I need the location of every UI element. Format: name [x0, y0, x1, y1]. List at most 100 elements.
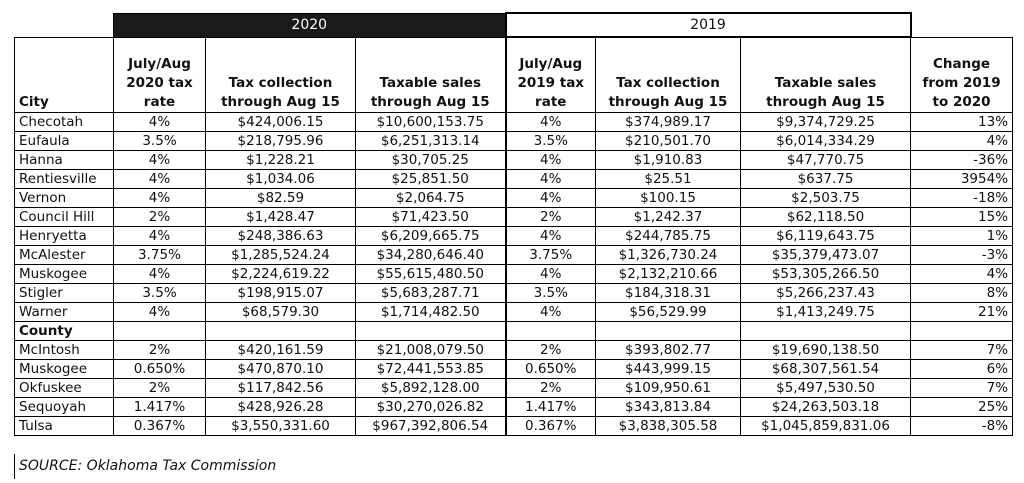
data-row: Vernon 4% $82.59 $2,064.75 4% $100.15 $2,503.7… — [14, 188, 1014, 208]
data-row: Stigler 3.5% $198,915.07 $5,683,287.71 3.5% $… — [14, 283, 1014, 303]
value-cell: 4% — [504, 188, 596, 208]
column-header: Change from 2019 to 2020 — [910, 36, 1014, 113]
value-cell: $6,209,665.75 — [355, 226, 506, 246]
value-cell: 0.367% — [504, 416, 596, 436]
value-cell: $68,579.30 — [205, 302, 356, 322]
value-cell: $428,926.28 — [205, 397, 356, 417]
data-row: McAlester 3.75% $1,285,524.24 $34,280,646.4… — [14, 245, 1014, 265]
value-cell: $3,838,305.58 — [595, 416, 741, 436]
value-cell: $248,386.63 — [205, 226, 356, 246]
value-cell: $2,503.75 — [739, 188, 912, 208]
value-cell: $218,795.96 — [205, 131, 356, 151]
data-row: Hanna 4% $1,228.21 $30,705.25 4% $1,910.83 $47… — [14, 150, 1014, 170]
value-cell: $5,266,237.43 — [739, 283, 912, 303]
value-cell: $420,161.59 — [205, 340, 356, 360]
value-cell: $1,228.21 — [205, 150, 356, 170]
value-cell: 21% — [910, 302, 1014, 322]
value-cell: $6,119,643.75 — [739, 226, 912, 246]
value-cell: 2% — [113, 340, 206, 360]
value-cell: $6,251,313.14 — [355, 131, 506, 151]
value-cell: $2,132,210.66 — [595, 264, 741, 284]
value-cell: $184,318.31 — [595, 283, 741, 303]
year-2020: 2020 — [113, 12, 506, 38]
value-cell: $1,413,249.75 — [739, 302, 912, 322]
value-cell: 2% — [504, 378, 596, 398]
value-cell: $109,950.61 — [595, 378, 741, 398]
value-cell: 4% — [113, 169, 206, 189]
data-row: Checotah 4% $424,006.15 $10,600,153.75 4% $37… — [14, 112, 1014, 132]
data-row: Eufaula 3.5% $218,795.96 $6,251,313.14 3.5% $… — [14, 131, 1014, 151]
value-cell: $2,064.75 — [355, 188, 506, 208]
name-cell: Council Hill — [14, 207, 114, 227]
data-row: Warner 4% $68,579.30 $1,714,482.50 4% $56,529… — [14, 302, 1014, 322]
value-cell: $30,270,026.82 — [355, 397, 506, 417]
value-cell: $198,915.07 — [205, 283, 356, 303]
year-row: 2020 2019 — [14, 12, 1013, 38]
value-cell: $244,785.75 — [595, 226, 741, 246]
empty-cell — [205, 321, 356, 341]
data-row: Muskogee 4% $2,224,619.22 $55,615,480.50 4% $… — [14, 264, 1014, 284]
value-cell: 7% — [910, 340, 1014, 360]
value-cell: $55,615,480.50 — [355, 264, 506, 284]
name-cell: Checotah — [14, 112, 114, 132]
value-cell: 0.367% — [113, 416, 206, 436]
data-row: McIntosh 2% $420,161.59 $21,008,079.50 2% $39… — [14, 340, 1014, 360]
value-cell: $6,014,334.29 — [739, 131, 912, 151]
value-cell: 4% — [504, 302, 596, 322]
name-cell: Rentiesville — [14, 169, 114, 189]
name-cell: McIntosh — [14, 340, 114, 360]
value-cell: $9,374,729.25 — [739, 112, 912, 132]
value-cell: -36% — [910, 150, 1014, 170]
year-2019: 2019 — [504, 12, 912, 38]
value-cell: -18% — [910, 188, 1014, 208]
value-cell: 2% — [113, 378, 206, 398]
value-cell: $10,600,153.75 — [355, 112, 506, 132]
column-header: City — [14, 36, 114, 113]
value-cell: 4% — [504, 150, 596, 170]
name-cell: Okfuskee — [14, 378, 114, 398]
name-cell: Vernon — [14, 188, 114, 208]
value-cell: $68,307,561.54 — [739, 359, 912, 379]
value-cell: $374,989.17 — [595, 112, 741, 132]
section-row: County — [14, 321, 1014, 341]
value-cell: $100.15 — [595, 188, 741, 208]
value-cell: $35,379,473.07 — [739, 245, 912, 265]
value-cell: 2% — [113, 207, 206, 227]
data-row: Muskogee 0.650% $470,870.10 $72,441,553.85 0… — [14, 359, 1014, 379]
value-cell: $117,842.56 — [205, 378, 356, 398]
value-cell: $82.59 — [205, 188, 356, 208]
value-cell: 2% — [504, 207, 596, 227]
value-cell: 8% — [910, 283, 1014, 303]
value-cell: 4% — [113, 112, 206, 132]
value-cell: $24,263,503.18 — [739, 397, 912, 417]
name-cell: Stigler — [14, 283, 114, 303]
empty-cell — [910, 321, 1014, 341]
value-cell: 13% — [910, 112, 1014, 132]
value-cell: 4% — [504, 112, 596, 132]
value-cell: $3,550,331.60 — [205, 416, 356, 436]
source-note: SOURCE: Oklahoma Tax Commission — [14, 454, 276, 479]
value-cell: $393,802.77 — [595, 340, 741, 360]
value-cell: 7% — [910, 378, 1014, 398]
column-header: Taxable sales through Aug 15 — [739, 36, 912, 113]
value-cell: 0.650% — [113, 359, 206, 379]
value-cell: 4% — [113, 302, 206, 322]
column-header: Tax collection through Aug 15 — [205, 36, 356, 113]
data-row: Sequoyah 1.417% $428,926.28 $30,270,026.82 1… — [14, 397, 1014, 417]
value-cell: 4% — [504, 264, 596, 284]
value-cell: $1,285,524.24 — [205, 245, 356, 265]
value-cell: $21,008,079.50 — [355, 340, 506, 360]
value-cell: $424,006.15 — [205, 112, 356, 132]
value-cell: 4% — [504, 226, 596, 246]
value-cell: $34,280,646.40 — [355, 245, 506, 265]
value-cell: $30,705.25 — [355, 150, 506, 170]
column-header: Taxable sales through Aug 15 — [355, 36, 506, 113]
value-cell: $2,224,619.22 — [205, 264, 356, 284]
value-cell: 1.417% — [504, 397, 596, 417]
value-cell: $1,910.83 — [595, 150, 741, 170]
value-cell: $637.75 — [739, 169, 912, 189]
value-cell: 3.75% — [504, 245, 596, 265]
empty-cell — [113, 321, 206, 341]
value-cell: $1,242.37 — [595, 207, 741, 227]
